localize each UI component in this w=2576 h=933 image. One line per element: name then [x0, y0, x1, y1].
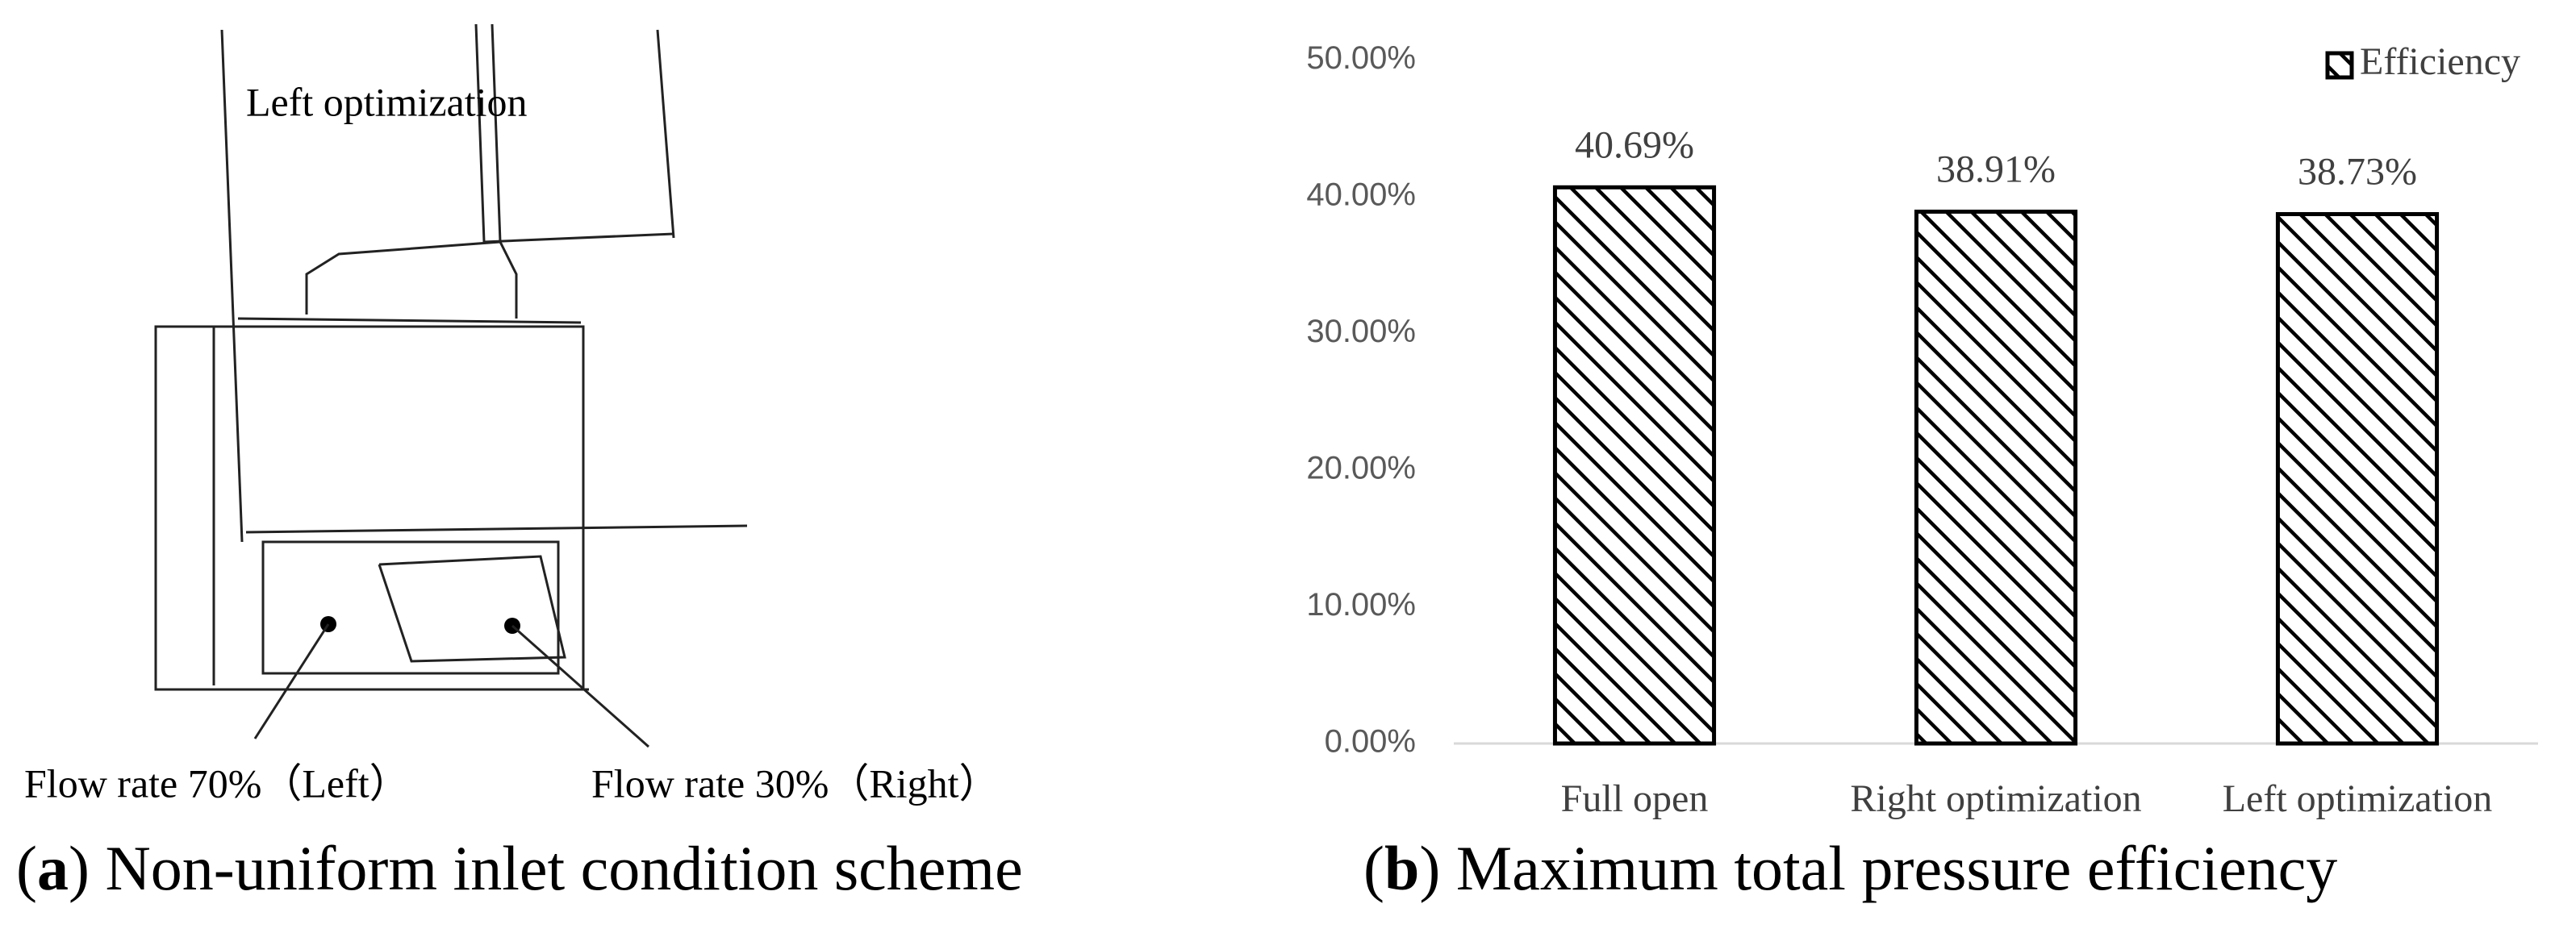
diagram-label: Flow rate 70%（Left） [24, 760, 410, 806]
legend-label: Efficiency [2360, 40, 2520, 83]
y-tick-label: 30.00% [1306, 314, 1416, 349]
bar [2275, 212, 2440, 746]
caption-text: ) Maximum total pressure efficiency [1419, 833, 2337, 903]
inlet-diagram: Left optimization Flow rate 70%（Left） Fl… [24, 23, 1000, 806]
caption-open: ( [1363, 833, 1384, 903]
x-tick-label: Left optimization [2223, 777, 2493, 820]
bar [1914, 209, 2078, 746]
y-tick-label: 40.00% [1306, 177, 1416, 213]
caption: (b) Maximum total pressure efficiency [1363, 833, 2337, 903]
diagram-label: Flow rate 30%（Right） [591, 760, 1000, 806]
data-label: 38.91% [1936, 148, 2056, 190]
caption-letter: b [1384, 833, 1419, 903]
data-label: 38.73% [2298, 151, 2417, 194]
legend-swatch [2325, 51, 2354, 80]
y-tick-label: 50.00% [1306, 40, 1416, 76]
caption-text: ) Non-uniform inlet condition scheme [69, 833, 1023, 903]
caption: (a) Non-uniform inlet condition scheme [16, 833, 1023, 903]
caption-open: ( [16, 833, 37, 903]
y-tick-label: 10.00% [1306, 587, 1416, 623]
bar [1552, 185, 1717, 746]
y-tick-label: 20.00% [1306, 451, 1416, 486]
caption-letter: a [37, 833, 69, 903]
x-tick-label: Right optimization [1850, 777, 2141, 820]
data-label: 40.69% [1575, 123, 1694, 166]
y-tick-label: 0.00% [1325, 724, 1416, 760]
x-tick-label: Full open [1561, 777, 1709, 820]
diagram-label: Left optimization [246, 79, 528, 124]
